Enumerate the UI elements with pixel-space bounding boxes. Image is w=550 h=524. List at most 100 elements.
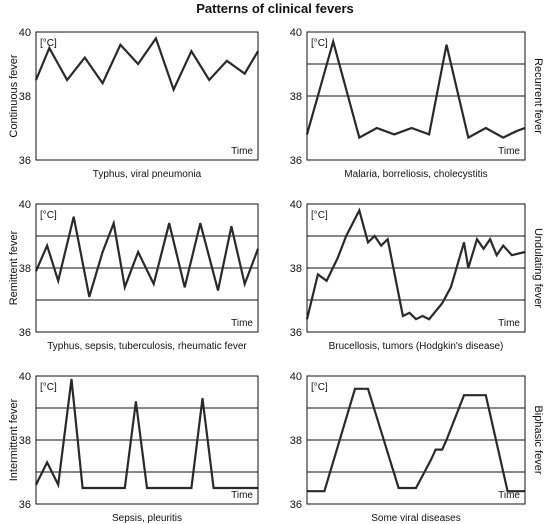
intermittent-fever-data-point <box>124 487 126 489</box>
intermittent-fever-y-tick-label: 38 <box>19 435 31 447</box>
undulating-fever-data-point <box>367 241 369 243</box>
undulating-fever-data-point <box>482 248 485 250</box>
continuous-fever-time-label: Time <box>231 146 253 157</box>
recurrent-fever-data-point <box>376 127 378 129</box>
recurrent-fever-plot-frame <box>306 31 526 161</box>
continuous-fever-data-point <box>48 47 50 49</box>
remittent-fever-caption: Typhus, sepsis, tuberculosis, rheumatic … <box>47 341 247 352</box>
biphasic-fever-time-label: Time <box>498 490 520 501</box>
biphasic-fever-data-point <box>485 394 487 396</box>
undulating-fever-data-point <box>358 209 360 211</box>
biphasic-fever-data-point <box>445 439 448 441</box>
continuous-fever-y-tick-label: 36 <box>19 155 31 167</box>
panel-recurrent-fever: 40 38 36 [°C] Time Malaria, borreliosis, chol… <box>290 27 544 180</box>
recurrent-fever-data-point <box>485 127 487 129</box>
remittent-fever-data-point <box>88 296 90 298</box>
panel-undulating-fever: 40 38 36 [°C] Time Brucellosis, tumors (Hodgk… <box>290 199 544 352</box>
intermittent-fever-unit-label: [°C] <box>40 382 57 393</box>
figure-title: Patterns of clinical fevers <box>196 1 354 16</box>
recurrent-fever-data-point <box>428 133 430 135</box>
recurrent-fever-data-point <box>332 41 334 43</box>
continuous-fever-data-point <box>226 60 228 62</box>
undulating-fever-data-point <box>317 273 319 275</box>
continuous-fever-panel-name: Continuous fever <box>8 54 20 137</box>
undulating-fever-panel-name: Undulating fever <box>532 228 544 308</box>
intermittent-fever-y-tick-label: 40 <box>19 371 31 383</box>
undulating-fever-data-point <box>336 257 339 259</box>
intermittent-fever-data-point <box>106 487 108 489</box>
undulating-fever-time-label: Time <box>498 318 520 329</box>
recurrent-fever-data-point <box>502 137 504 139</box>
undulating-fever-data-point <box>402 315 404 317</box>
undulating-fever-y-tick-label: 40 <box>290 199 302 211</box>
remittent-fever-data-point <box>46 245 48 247</box>
biphasic-fever-data-point <box>415 487 417 489</box>
intermittent-fever-data-point <box>82 487 84 489</box>
undulating-fever-data-point <box>489 238 491 240</box>
recurrent-fever-panel-name: Recurrent fever <box>532 58 544 134</box>
biphasic-fever-panel-name: Biphasic fever <box>532 405 544 474</box>
intermittent-fever-plot-frame <box>35 375 259 505</box>
remittent-fever-series-line <box>34 216 260 298</box>
undulating-fever-series-line <box>305 207 526 321</box>
biphasic-fever-data-point <box>435 449 437 451</box>
undulating-fever-y-tick-label: 38 <box>290 263 302 275</box>
continuous-fever-data-point <box>208 79 210 81</box>
biphasic-fever-plot-frame <box>306 375 526 505</box>
remittent-fever-data-point <box>73 216 75 218</box>
recurrent-fever-data-point <box>515 130 517 132</box>
continuous-fever-y-tick-label: 40 <box>19 27 31 39</box>
undulating-fever-data-point <box>408 312 411 314</box>
intermittent-fever-caption: Sepsis, pleuritis <box>112 513 182 524</box>
undulating-fever-data-point <box>345 235 347 237</box>
recurrent-fever-data-point <box>445 44 448 46</box>
continuous-fever-data-point <box>84 57 86 59</box>
remittent-fever-data-point <box>137 251 139 253</box>
remittent-fever-y-tick-label: 36 <box>19 327 31 339</box>
undulating-fever-data-point <box>387 238 389 240</box>
recurrent-fever-data-point <box>393 133 395 135</box>
remittent-fever-data-point <box>244 283 246 285</box>
undulating-fever-data-point <box>476 238 478 240</box>
undulating-fever-data-point <box>441 302 443 304</box>
recurrent-fever-data-point <box>411 127 413 129</box>
continuous-fever-y-tick-label: 38 <box>19 91 31 103</box>
intermittent-fever-data-point <box>168 487 170 489</box>
continuous-fever-data-point <box>155 37 157 40</box>
continuous-fever-unit-label: [°C] <box>40 38 57 49</box>
remittent-fever-data-point <box>57 280 59 282</box>
recurrent-fever-series-line <box>305 37 526 140</box>
biphasic-fever-y-tick-label: 40 <box>290 371 302 383</box>
biphasic-fever-data-point <box>323 490 326 492</box>
remittent-fever-data-point <box>113 222 115 224</box>
biphasic-fever-data-point <box>506 490 509 492</box>
continuous-fever-caption: Typhus, viral pneumonia <box>93 169 202 180</box>
undulating-fever-caption: Brucellosis, tumors (Hodgkin's disease) <box>329 341 504 352</box>
recurrent-fever-caption: Malaria, borreliosis, cholecystitis <box>344 169 487 180</box>
remittent-fever-data-point <box>168 222 170 224</box>
remittent-fever-unit-label: [°C] <box>40 210 57 221</box>
intermittent-fever-panel-name: Intermittent fever <box>8 398 20 481</box>
recurrent-fever-data-point <box>467 137 469 139</box>
continuous-fever-data-point <box>119 44 121 46</box>
biphasic-fever-y-tick-label: 38 <box>290 435 302 447</box>
intermittent-fever-data-point <box>135 401 137 403</box>
undulating-fever-data-point <box>467 267 469 269</box>
undulating-fever-data-point <box>502 245 504 247</box>
undulating-fever-data-point <box>373 235 376 237</box>
continuous-fever-series-line <box>34 35 259 93</box>
continuous-fever-data-point <box>66 79 68 81</box>
continuous-fever-data-point <box>137 63 139 65</box>
recurrent-fever-y-tick-label: 38 <box>290 91 302 103</box>
recurrent-fever-y-tick-label: 40 <box>290 27 302 39</box>
undulating-fever-data-point <box>496 254 498 256</box>
continuous-fever-data-point <box>244 73 246 75</box>
continuous-fever-plot-frame <box>35 31 259 161</box>
remittent-fever-plot-frame <box>35 203 259 333</box>
undulating-fever-data-point <box>511 254 513 256</box>
recurrent-fever-unit-label: [°C] <box>311 38 328 49</box>
biphasic-fever-data-point <box>397 487 400 489</box>
remittent-fever-y-tick-label: 38 <box>19 263 31 275</box>
intermittent-fever-time-label: Time <box>231 490 253 501</box>
undulating-fever-y-tick-label: 36 <box>290 327 302 339</box>
